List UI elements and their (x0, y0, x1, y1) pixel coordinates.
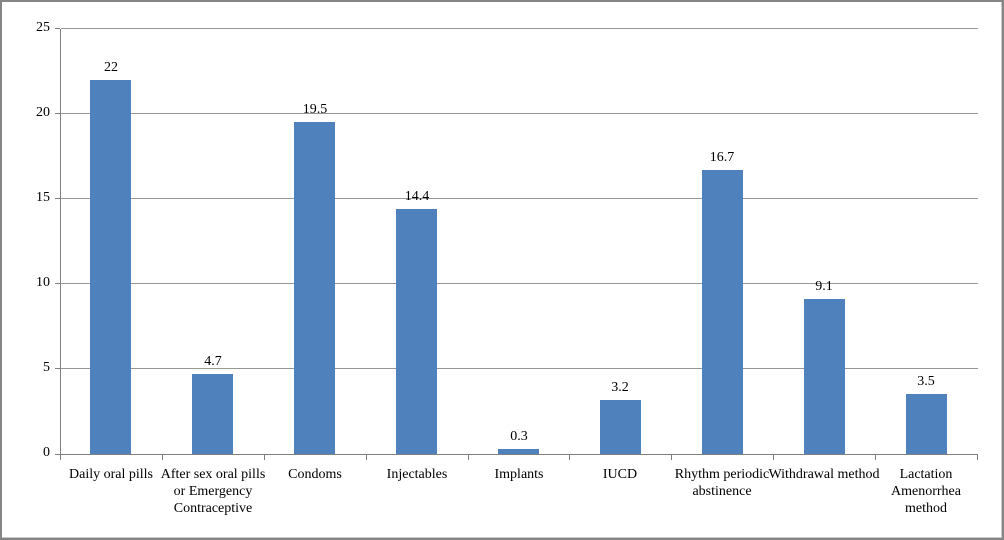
x-axis-tick (60, 455, 61, 460)
x-axis-category-label: Withdrawal method (768, 467, 880, 482)
gridline (61, 368, 978, 369)
y-axis-label: 20 (36, 105, 50, 120)
x-axis-category-label: IUCD (602, 467, 638, 482)
x-axis-tick (671, 455, 672, 460)
bar-value-label: 4.7 (204, 354, 222, 369)
bar-value-label: 3.2 (611, 380, 629, 395)
bar (396, 209, 437, 454)
bar (906, 394, 947, 454)
x-axis-tick (773, 455, 774, 460)
y-axis-label: 25 (36, 20, 50, 35)
y-axis-tick (55, 28, 60, 29)
x-axis-category-label: After sex oral pills or Emergency Contra… (160, 467, 266, 516)
bar-value-label: 14.4 (404, 189, 430, 204)
x-axis-category-label: Condoms (288, 467, 342, 482)
x-axis-category-label: Daily oral pills (69, 467, 153, 482)
x-axis-tick (468, 455, 469, 460)
y-axis-label: 10 (36, 275, 50, 290)
bar (90, 80, 131, 454)
bar-value-label: 0.3 (510, 429, 528, 444)
y-axis-tick (55, 283, 60, 284)
y-axis-tick (55, 368, 60, 369)
gridline (61, 198, 978, 199)
bar-value-label: 22 (104, 60, 118, 75)
y-axis-label: 15 (36, 190, 50, 205)
bar (192, 374, 233, 454)
y-axis-tick (55, 454, 60, 455)
x-axis-tick (264, 455, 265, 460)
x-axis-tick (977, 455, 978, 460)
bar-value-label: 19.5 (302, 102, 328, 117)
x-axis-tick (366, 455, 367, 460)
x-axis-tick (875, 455, 876, 460)
y-axis-label: 5 (43, 360, 50, 375)
gridline (61, 113, 978, 114)
bar-value-label: 16.7 (709, 150, 735, 165)
gridline (61, 283, 978, 284)
x-axis-tick (162, 455, 163, 460)
x-axis-category-label: Rhythm periodic abstinence (674, 467, 770, 499)
bar (702, 170, 743, 454)
y-axis-tick (55, 198, 60, 199)
bar (804, 299, 845, 454)
y-axis-label: 0 (43, 445, 50, 460)
gridline (61, 28, 978, 29)
plot-area (60, 29, 978, 455)
x-axis-category-label: Implants (494, 467, 544, 482)
x-axis-category-label: Injectables (386, 467, 448, 482)
x-axis-category-label: Lactation Amenorrhea method (891, 467, 961, 516)
bar (600, 400, 641, 454)
x-axis-tick (569, 455, 570, 460)
bar-value-label: 9.1 (815, 279, 833, 294)
bar-value-label: 3.5 (917, 374, 935, 389)
bar (498, 449, 539, 454)
bar (294, 122, 335, 454)
y-axis-tick (55, 113, 60, 114)
